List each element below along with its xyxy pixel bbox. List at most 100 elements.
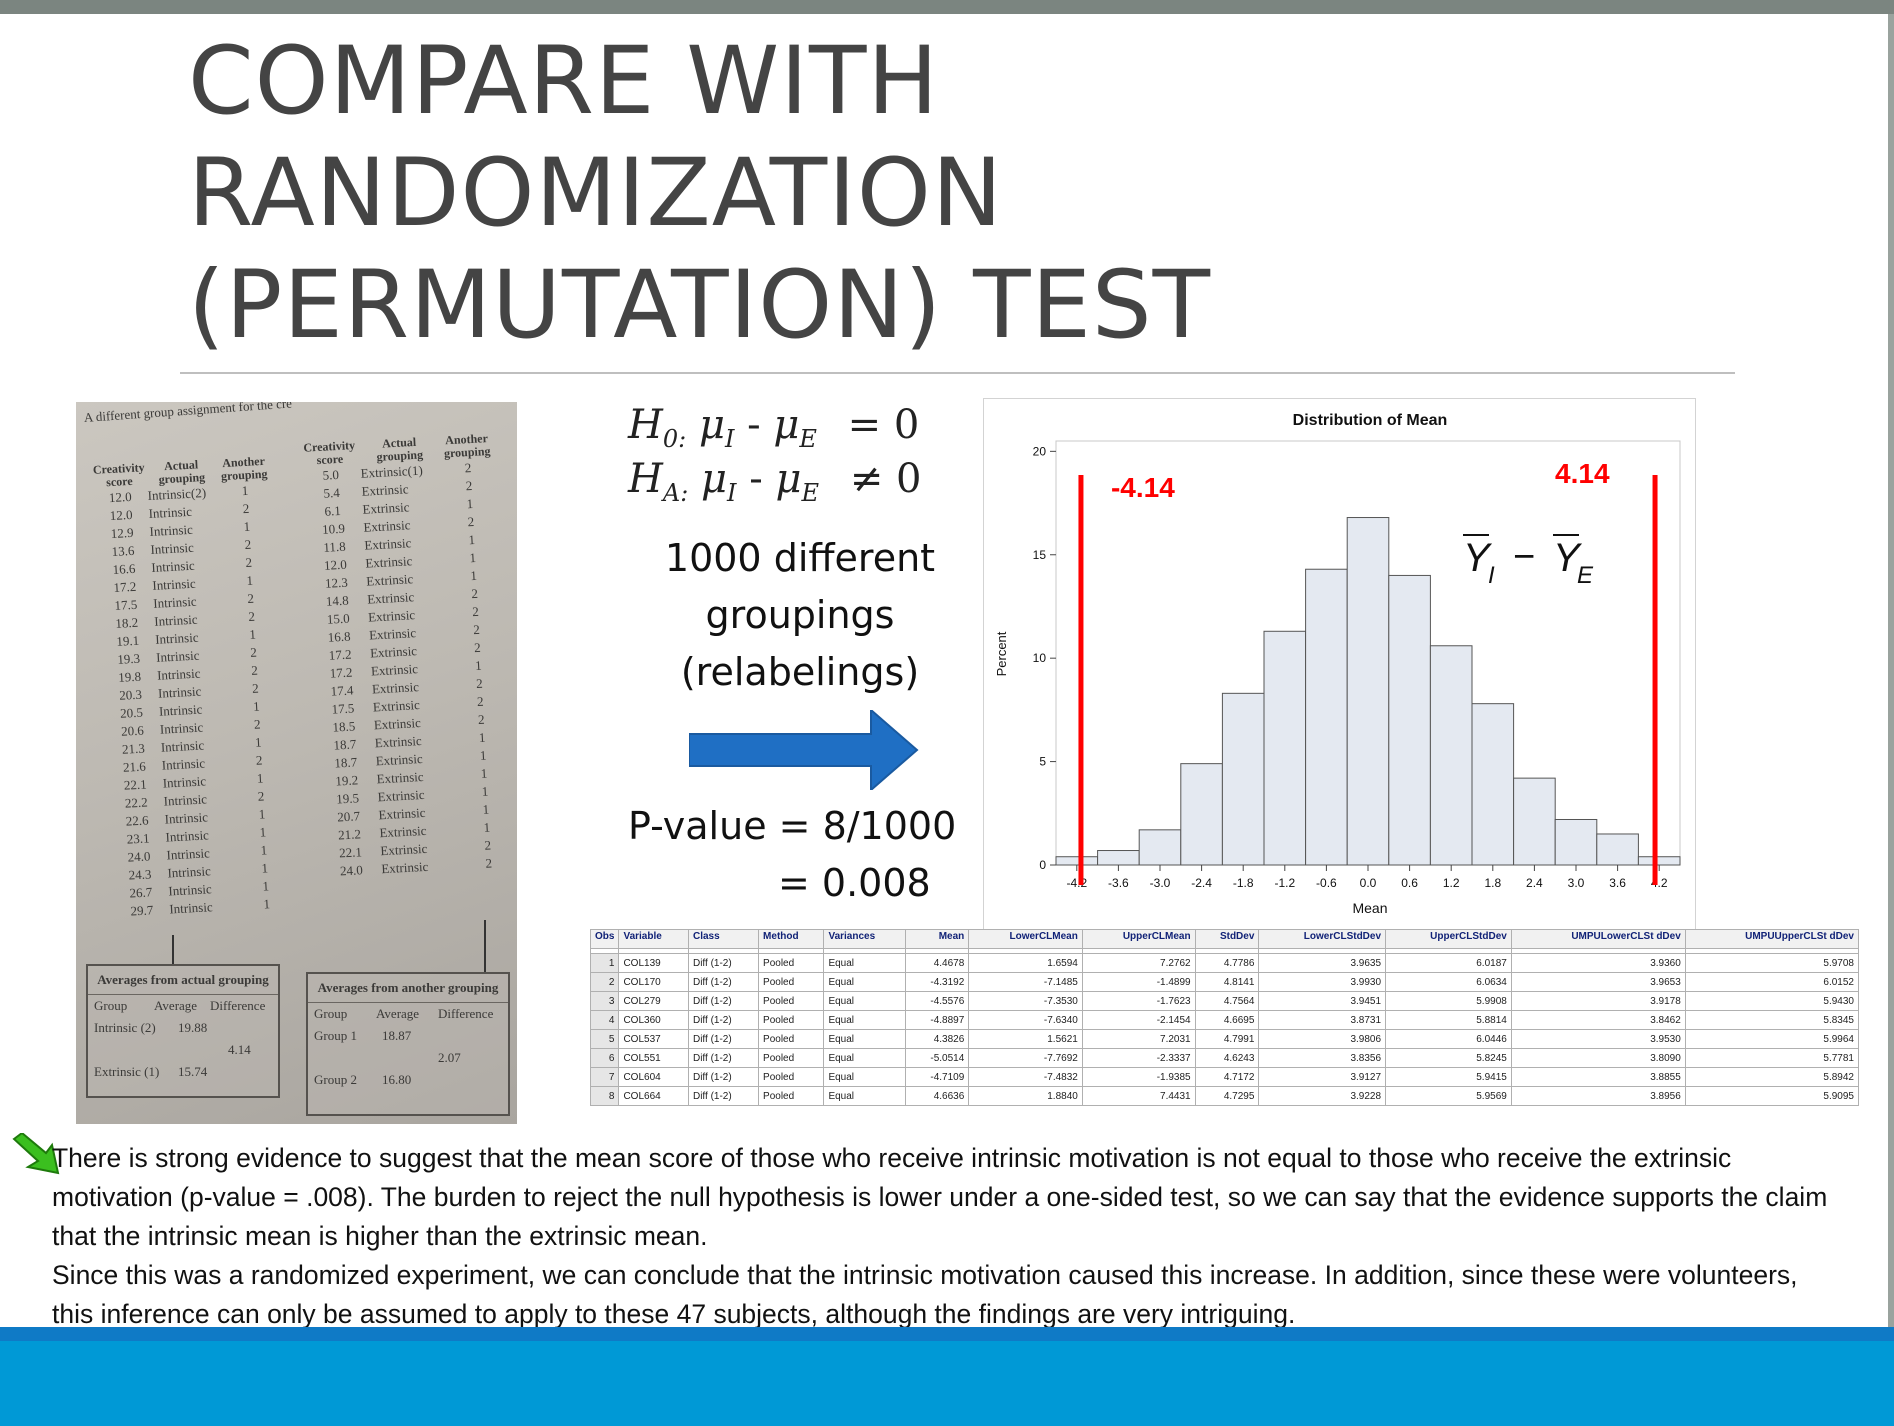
sas-table-cell: 7.4431	[1081, 1086, 1196, 1106]
sas-table-cell: 5.8942	[1684, 1067, 1860, 1087]
y-tick-label: 0	[1039, 858, 1046, 872]
sas-table-cell: 3.9127	[1258, 1067, 1387, 1087]
ha-mu-i: μ	[701, 456, 728, 502]
avg-actual-h-group: Group	[94, 998, 128, 1013]
avg-another-g1: Group 1	[314, 1028, 357, 1043]
photo-left-header-actual: Actual grouping	[158, 457, 206, 487]
sas-table-cell: 1.8840	[968, 1086, 1083, 1106]
sas-table-cell: -7.4832	[968, 1067, 1083, 1087]
sas-table-cell: 5.8345	[1684, 1010, 1860, 1030]
histogram-bar	[1305, 568, 1348, 866]
photo-table-cell: 2	[485, 855, 493, 871]
averages-actual-title: Averages from actual grouping	[88, 966, 278, 995]
sas-table-cell: Equal	[823, 1010, 907, 1030]
sas-table-cell: 3.8956	[1510, 1086, 1686, 1106]
y-axis-label: Percent	[994, 631, 1009, 676]
histogram-chart: Distribution of Mean Percent Mean 0 5 10 15…	[994, 412, 1681, 916]
title-line-3: (PERMUTATION) TEST	[188, 251, 1211, 360]
sas-header-cell: UpperCLMean	[1081, 929, 1196, 949]
x-tick-label: 0.6	[1401, 876, 1418, 890]
x-tick-label: -3.0	[1150, 876, 1171, 890]
sas-table-cell: 1.6594	[968, 953, 1083, 973]
green-arrow-icon	[12, 1133, 60, 1175]
sas-table-cell: 1	[589, 953, 620, 973]
sas-header-cell: Variances	[823, 929, 907, 949]
x-axis-label: Mean	[1352, 900, 1387, 916]
sas-table-cell: COL279	[618, 991, 689, 1011]
histogram-bar	[1596, 833, 1639, 866]
formula-sub-e: E	[1577, 562, 1594, 589]
sas-table-cell: Pooled	[758, 991, 825, 1011]
sas-table-cell: 5.7781	[1684, 1048, 1860, 1068]
photo-table-cell: Intrinsic	[168, 899, 214, 917]
sas-table-cell: 5.9569	[1385, 1086, 1512, 1106]
photo-left-header-score: Creativity score	[92, 460, 145, 490]
title-divider	[180, 372, 1735, 374]
sas-table-cell: COL551	[618, 1048, 689, 1068]
x-tick-label: 0.0	[1360, 876, 1377, 890]
sas-table-cell: -4.5576	[905, 991, 970, 1011]
sas-table-row: 8 COL664 Diff (1-2) Pooled Equal 4.6636 1.8840…	[589, 1086, 1860, 1106]
sas-table-cell: 4.3826	[905, 1029, 970, 1049]
sas-table-cell: 6.0634	[1385, 972, 1512, 992]
right-edge-bar	[1888, 14, 1894, 1334]
sas-table-cell: 6.0152	[1684, 972, 1860, 992]
pos-cutoff-label: 4.14	[1555, 458, 1610, 489]
formula-y-e: Y	[1553, 536, 1583, 580]
sas-header-cell: Class	[687, 929, 760, 949]
avg-another-diff: 2.07	[438, 1050, 461, 1065]
sas-header-cell: Method	[758, 929, 825, 949]
sas-output-table: Obs Variable Class Method Variances Mean Lower…	[589, 929, 1860, 1106]
conclusion-text: There is strong evidence to suggest that…	[52, 1139, 1842, 1334]
sas-table-cell: 6.0446	[1385, 1029, 1512, 1049]
sas-header-row: Obs Variable Class Method Variances Mean Lower…	[589, 929, 1860, 949]
formula-minus: −	[1513, 536, 1535, 578]
sas-table-cell: COL360	[618, 1010, 689, 1030]
sas-table-row: 7 COL604 Diff (1-2) Pooled Equal -4.7109 -7.48…	[589, 1067, 1860, 1087]
avg-actual-v1: 19.88	[178, 1020, 208, 1035]
sas-table-cell: 3.8356	[1258, 1048, 1387, 1068]
photo-right-rows: 5.0 Extrinsic(1) 2 5.4 Extrinsic 2 6.1 Extrinsi…	[300, 458, 516, 882]
neg-cutoff-label: -4.14	[1111, 472, 1175, 503]
title-line-2: RANDOMIZATION	[188, 139, 1004, 248]
sas-table-cell: Equal	[823, 953, 907, 973]
x-tick-label: 3.0	[1568, 876, 1585, 890]
histogram-bar	[1513, 777, 1556, 866]
sas-table-row: 1 COL139 Diff (1-2) Pooled Equal 4.4678 1.6594…	[589, 953, 1860, 973]
sas-table-cell: 5.9964	[1684, 1029, 1860, 1049]
histogram-bar	[1388, 574, 1431, 866]
x-tick-label: -1.2	[1274, 876, 1295, 890]
ha-sub-i: I	[727, 479, 737, 507]
conclusion-paragraph-2: Since this was a randomized experiment, …	[52, 1260, 1798, 1329]
avg-another-h-average: Average	[376, 1006, 420, 1021]
histogram-bar	[1554, 818, 1598, 866]
sas-table-cell: 4.6695	[1194, 1010, 1260, 1030]
sas-table-cell: Pooled	[758, 972, 825, 992]
sas-table-cell: -2.3337	[1081, 1048, 1196, 1068]
x-tick-label: 3.6	[1609, 876, 1626, 890]
sas-table-cell: 2	[589, 972, 620, 992]
sas-table-cell: Pooled	[758, 1086, 825, 1106]
sas-table-cell: 5.9430	[1684, 991, 1860, 1011]
sas-table-cell: 7.2031	[1081, 1029, 1196, 1049]
sas-table-cell: Equal	[823, 1029, 907, 1049]
sas-table-cell: 5.8814	[1385, 1010, 1512, 1030]
sas-table-cell: Equal	[823, 1067, 907, 1087]
x-tick-label: 1.8	[1484, 876, 1501, 890]
sas-table-cell: 5.8245	[1385, 1048, 1512, 1068]
sas-table-cell: 5.9095	[1684, 1086, 1860, 1106]
sas-header-cell: Mean	[905, 929, 970, 949]
histogram-bar	[1138, 829, 1182, 866]
title-line-1: COMPARE WITH	[188, 27, 940, 136]
sas-table-cell: 3.9635	[1258, 953, 1387, 973]
sas-table-cell: 7.2762	[1081, 953, 1196, 973]
sas-table-cell: 5.9415	[1385, 1067, 1512, 1087]
histogram-panel: Distribution of Mean Percent Mean 0 5 10 15…	[983, 398, 1696, 931]
sas-table-cell: 1.5621	[968, 1029, 1083, 1049]
ha-mu-e: μ	[775, 456, 802, 502]
sas-table-cell: -7.1485	[968, 972, 1083, 992]
sas-table-cell: -7.6340	[968, 1010, 1083, 1030]
sas-table-cell: Diff (1-2)	[687, 972, 760, 992]
avg-another-h-difference: Difference	[438, 1006, 494, 1021]
sas-header-cell: Obs	[589, 929, 620, 949]
